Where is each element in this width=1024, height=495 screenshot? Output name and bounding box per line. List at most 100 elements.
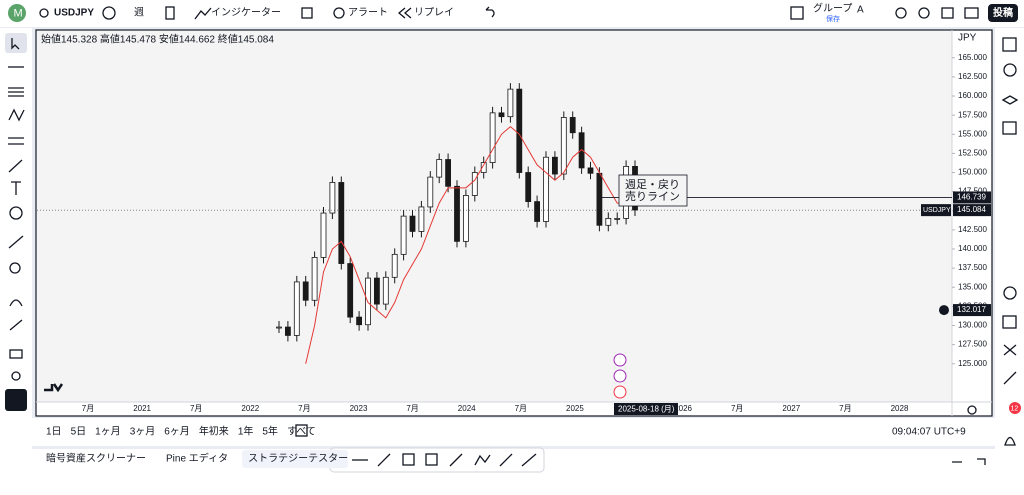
candle-body [534, 201, 540, 222]
post-label: 投稿 [993, 6, 1013, 19]
annotation-text: 売りライン [625, 190, 680, 203]
candle-body [409, 215, 416, 232]
date-label-bg [614, 403, 678, 415]
currency[interactable]: JPY [958, 33, 977, 44]
interval[interactable]: 週 [134, 7, 144, 19]
candle-body [596, 172, 603, 226]
replay[interactable]: リプレイ [414, 7, 454, 19]
x-tick-label: 7月 [82, 404, 94, 413]
save[interactable]: 保存 [826, 14, 840, 23]
range-button[interactable]: 1日 [46, 427, 62, 438]
hline-label: 146.739 [957, 193, 986, 202]
x-tick-label: 2023 [350, 404, 368, 413]
candle-body [454, 185, 460, 242]
range-button[interactable]: 6ヶ月 [164, 426, 190, 438]
range-button[interactable]: 1ヶ月 [95, 426, 121, 438]
indicator-icon[interactable] [194, 7, 212, 20]
y-tick-label: 142.500 [958, 225, 987, 234]
y-tick-label: 157.500 [958, 110, 987, 119]
x-tick-label: 7月 [190, 404, 202, 413]
candle-body [471, 172, 478, 196]
range-button[interactable]: 5日 [71, 427, 87, 438]
camera-icon[interactable] [964, 7, 979, 19]
candle-body [462, 195, 469, 242]
panel-icon[interactable] [790, 6, 804, 20]
settings-icon[interactable] [918, 7, 930, 19]
event-icons [613, 353, 627, 399]
range-button[interactable]: 3ヶ月 [130, 426, 156, 438]
crosshair-label: 132.017 [957, 305, 986, 314]
symbol[interactable]: USDJPY [54, 8, 94, 19]
top-bar [0, 0, 1024, 27]
alert[interactable]: アラート [348, 7, 388, 19]
search-icon[interactable] [39, 8, 49, 18]
candle-body [480, 162, 487, 173]
link-tool[interactable] [5, 389, 27, 411]
x-tick-label: 7月 [515, 404, 527, 413]
alert-icon[interactable] [333, 7, 345, 19]
group-id[interactable]: A [857, 5, 864, 16]
x-tick-label: 2028 [891, 404, 909, 413]
candle-body [543, 156, 549, 222]
candle-icon[interactable] [165, 6, 175, 20]
x-tick-label: 7月 [298, 404, 310, 413]
add-icon[interactable] [102, 6, 116, 20]
post-button[interactable] [988, 4, 1018, 22]
tab[interactable]: 暗号資産スクリーナー [46, 452, 146, 465]
y-tick-label: 137.500 [958, 263, 987, 272]
notification-count: 12 [1011, 405, 1019, 412]
drawing-icons [352, 453, 537, 467]
x-tick-label: 2021 [133, 404, 151, 413]
fullscreen-icon[interactable] [941, 7, 954, 19]
candle-body [391, 253, 398, 278]
tab[interactable]: Pine エディタ [166, 452, 228, 465]
x-tick-label: 7月 [406, 404, 418, 413]
axis-settings[interactable] [967, 405, 977, 415]
range-button[interactable]: すべて [287, 426, 316, 438]
x-tick-label: 7月 [839, 404, 851, 413]
replay-icon[interactable] [397, 7, 412, 19]
candle-body [560, 117, 567, 175]
logo [44, 383, 64, 393]
y-tick-label: 125.000 [958, 359, 987, 368]
panel-controls[interactable] [952, 458, 986, 465]
candle-body [373, 277, 380, 305]
x-tick-label: 2024 [458, 404, 476, 413]
tab-active [242, 450, 349, 468]
range-button[interactable]: 年初来 [199, 425, 229, 438]
candle-body [320, 212, 327, 258]
tool-icons [3, 38, 29, 480]
y-tick-label: 155.000 [958, 129, 987, 138]
range-button[interactable]: 5年 [262, 425, 278, 438]
crosshair-label-bg [953, 304, 991, 317]
y-tick-label: 165.000 [958, 53, 987, 62]
candle-body [329, 182, 336, 214]
range-button[interactable]: 1年 [238, 425, 254, 438]
annotation-box [618, 174, 688, 207]
indicators[interactable]: インジケーター [211, 7, 281, 19]
candle-body [311, 257, 318, 301]
candle-body [507, 88, 514, 118]
avatar[interactable] [8, 4, 26, 22]
candle-body [418, 206, 425, 232]
goto-date[interactable] [295, 424, 308, 437]
candle-body [552, 156, 558, 175]
y-tick-label: 130.000 [958, 321, 987, 330]
tab[interactable]: ストラテジーテスター [248, 453, 348, 465]
group[interactable]: グループ [813, 2, 852, 15]
right-sidebar [995, 28, 1024, 490]
x-tick-label: 2027 [782, 404, 800, 413]
layout-icon[interactable] [301, 7, 313, 19]
candle-body [427, 176, 434, 208]
tool-icon[interactable] [895, 7, 907, 19]
left-toolbar [0, 28, 32, 490]
notification-badge [1009, 402, 1021, 414]
add-alert[interactable] [939, 305, 949, 316]
moving-average [305, 125, 635, 364]
date-label: 2025-08-18 (月) [618, 405, 675, 414]
x-tick-label: 2022 [241, 404, 259, 413]
candle-body [347, 263, 354, 318]
undo-icon[interactable] [485, 6, 495, 18]
candle-body [284, 326, 291, 336]
cursor-tool[interactable] [5, 33, 27, 53]
